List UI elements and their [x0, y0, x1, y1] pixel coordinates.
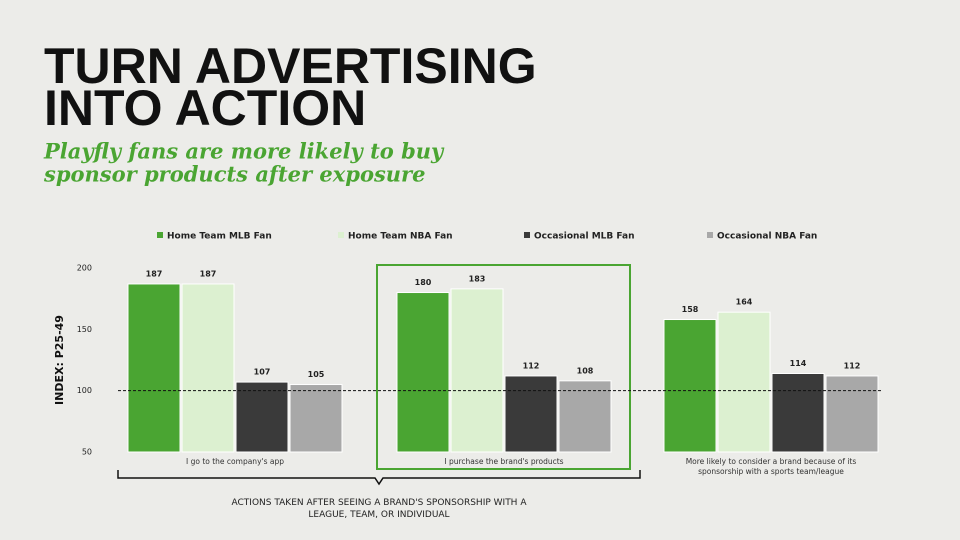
y-tick-label: 50 — [82, 448, 92, 457]
value-label: 107 — [254, 368, 271, 377]
legend-label: Occasional MLB Fan — [534, 232, 635, 242]
y-tick-label: 200 — [77, 264, 92, 273]
bracket — [117, 470, 641, 486]
highlight-box — [376, 264, 631, 470]
y-axis-label: INDEX: P25-49 — [53, 315, 66, 405]
bar — [558, 380, 612, 453]
value-label: 112 — [523, 361, 540, 370]
subtitle-line: Playfly fans are more likely to buy — [43, 139, 445, 164]
value-label: 164 — [736, 298, 753, 307]
value-label: 180 — [415, 278, 432, 287]
category-label: I purchase the brand's products — [444, 457, 564, 466]
value-label: 112 — [844, 361, 861, 370]
bar — [127, 283, 181, 453]
legend-swatch — [338, 232, 344, 238]
value-label: 114 — [790, 359, 807, 368]
y-tick-label: 100 — [77, 386, 92, 395]
bar — [181, 283, 235, 453]
bar — [235, 381, 289, 453]
bar — [663, 319, 717, 453]
bar — [450, 288, 504, 453]
value-label: 108 — [577, 366, 594, 375]
legend-label: Home Team NBA Fan — [348, 232, 453, 242]
legend-label: Home Team MLB Fan — [167, 232, 272, 242]
value-label: 187 — [200, 269, 217, 278]
value-label: 183 — [469, 274, 486, 283]
bar — [504, 375, 558, 453]
bar — [396, 292, 450, 453]
value-label: 187 — [146, 269, 163, 278]
bar — [717, 311, 771, 453]
legend-swatch — [157, 232, 163, 238]
value-label: 105 — [308, 370, 325, 379]
legend-label: Occasional NBA Fan — [717, 232, 817, 242]
bar — [825, 375, 879, 453]
y-tick-label: 150 — [77, 325, 92, 334]
category-label: More likely to consider a brand because … — [685, 457, 857, 476]
bar — [289, 384, 343, 453]
title-line: INTO ACTION — [44, 80, 366, 136]
subtitle-line: sponsor products after exposure — [43, 162, 425, 187]
category-label: I go to the company's app — [186, 457, 284, 466]
title-line: TURN ADVERTISING — [44, 38, 537, 94]
x-annotation: ACTIONS TAKEN AFTER SEEING A BRAND'S SPO… — [231, 498, 527, 520]
legend-swatch — [524, 232, 530, 238]
bar — [771, 372, 825, 453]
legend-swatch — [707, 232, 713, 238]
value-label: 158 — [682, 305, 699, 314]
